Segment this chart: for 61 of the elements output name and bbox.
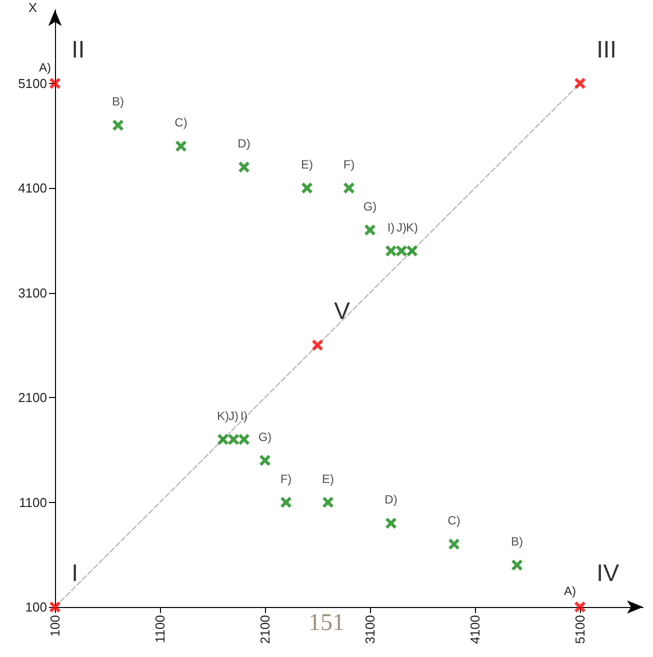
y-tick-label: 4100: [18, 180, 47, 196]
point: [364, 224, 376, 236]
data-label: F): [343, 158, 355, 172]
point: [386, 245, 396, 256]
data-label: K): [217, 408, 230, 423]
annotation: A): [39, 60, 52, 74]
point: [512, 560, 522, 571]
x-tick-label: 3100: [362, 615, 378, 644]
point: [448, 538, 460, 550]
data-label: I: [72, 560, 78, 587]
y-tick-label: 5100: [18, 76, 47, 91]
point: [386, 518, 396, 529]
point: [238, 434, 250, 445]
x-tick-label: 100: [48, 615, 62, 637]
annotation: A): [564, 584, 576, 598]
x-tick-label: 2100: [258, 615, 272, 644]
data-label: V: [334, 298, 350, 326]
point: [574, 602, 586, 612]
data-label: G): [258, 430, 272, 444]
data-label: D): [238, 136, 250, 151]
text: 151: [308, 610, 344, 636]
data-label: E): [301, 158, 314, 172]
x-tick-label: 5100: [572, 615, 588, 644]
point: [238, 162, 250, 173]
data-label: C): [448, 514, 460, 528]
point: [396, 245, 407, 256]
y-axis-title: X: [28, 0, 38, 15]
point: [312, 340, 323, 351]
data-label: G): [363, 199, 377, 214]
data-label: F): [280, 472, 292, 486]
data-label: II: [72, 36, 85, 64]
point: [322, 496, 334, 508]
data-label: E): [322, 472, 334, 486]
point: [50, 78, 60, 89]
point: [280, 496, 292, 508]
y-tick-label: 3100: [18, 285, 47, 300]
data-label: I): [240, 408, 248, 423]
point: [574, 78, 586, 89]
point: [406, 245, 418, 256]
y-tick-label: 1100: [19, 494, 47, 510]
data-label: B): [511, 534, 524, 549]
data-label: D): [384, 492, 398, 507]
point: [302, 182, 312, 194]
data-label: J): [396, 220, 406, 234]
y-tick-label: 2100: [18, 390, 47, 406]
x-tick-label: 1100: [152, 615, 168, 643]
point: [176, 140, 186, 152]
data-label: C): [174, 116, 188, 130]
data-label: IV: [596, 560, 620, 587]
data-label: I): [387, 220, 395, 234]
point: [228, 434, 239, 445]
point: [218, 434, 228, 445]
point: [260, 454, 270, 466]
point: [112, 120, 124, 131]
y-tick-label: 100: [25, 600, 47, 614]
data-label: B): [112, 94, 124, 109]
data-label: K): [406, 220, 418, 234]
data-label: J): [228, 408, 238, 423]
point: [344, 182, 354, 194]
x-tick-label: 4100: [468, 615, 482, 644]
data-label: III: [596, 36, 617, 64]
